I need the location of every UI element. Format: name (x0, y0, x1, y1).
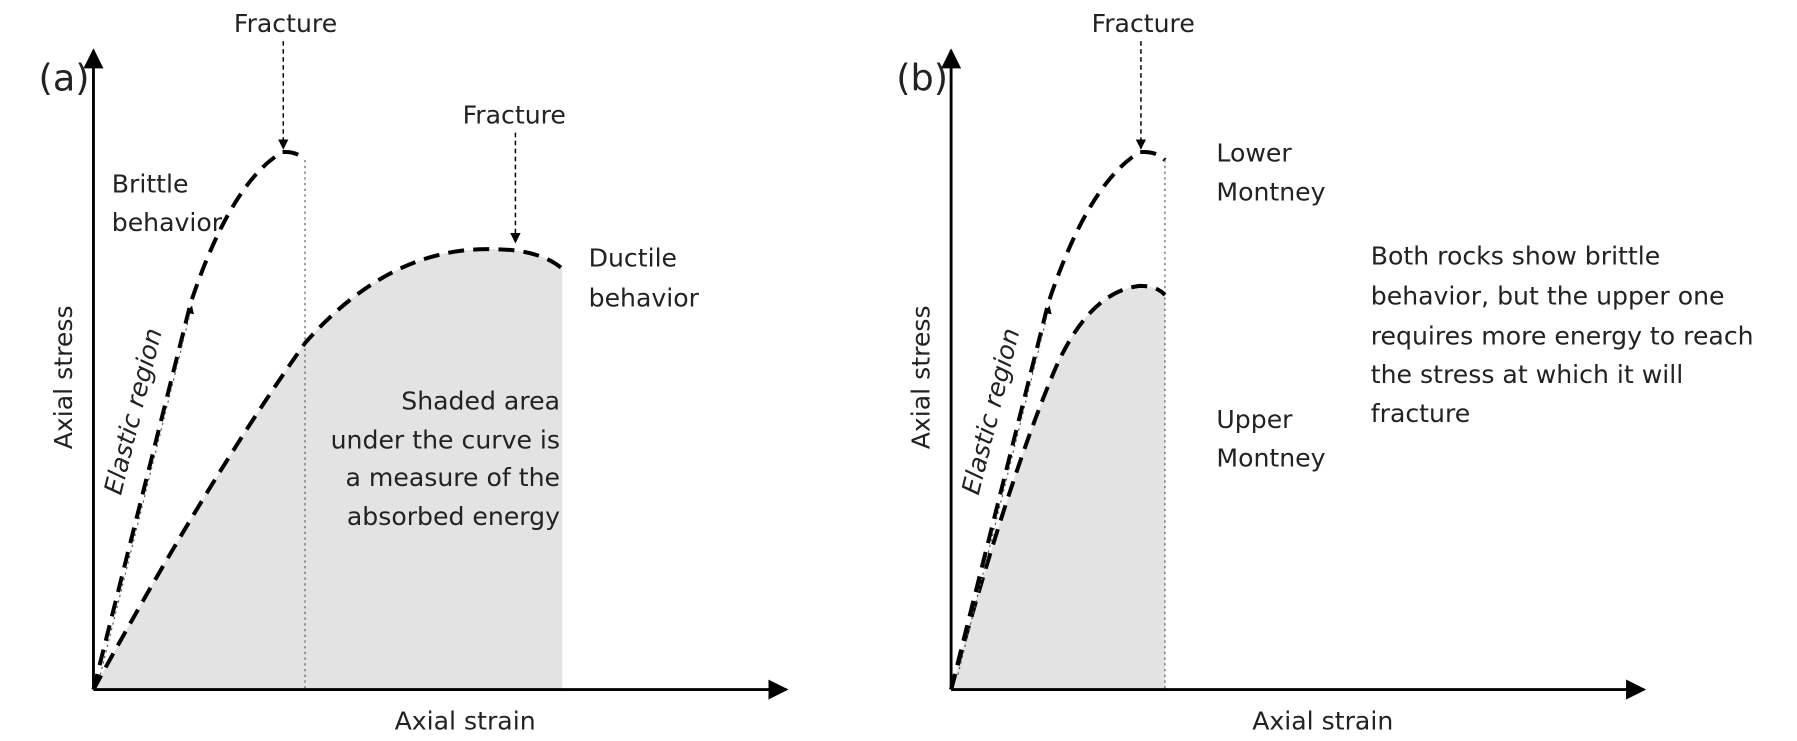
note: Both rocks show brittle (1371, 241, 1660, 270)
note: behavior, but the upper one (1371, 281, 1725, 310)
panel-a: (a) Fracture Fracture Brittle behavior D… (39, 9, 789, 736)
fracture-label: Fracture (1092, 9, 1195, 38)
label: Lower (1216, 138, 1292, 167)
fracture-label: Fracture (234, 9, 337, 38)
panel-label: (a) (39, 57, 90, 100)
elastic-arrow (99, 305, 194, 675)
label: behavior (589, 284, 700, 313)
shaded-area (951, 285, 1165, 690)
note: a measure of the (345, 463, 560, 492)
brittle-curve (91, 149, 307, 691)
panel-label: (b) (896, 57, 948, 100)
fracture-label: Fracture (463, 101, 566, 130)
elastic-label: Elastic region (99, 325, 168, 497)
label: Ductile (589, 244, 677, 273)
note: fracture (1371, 399, 1470, 428)
label: Montney (1216, 444, 1325, 473)
note: under the curve is (331, 425, 560, 454)
note: the stress at which it will (1371, 360, 1683, 389)
ductile-curve (91, 247, 564, 691)
note: absorbed energy (347, 502, 560, 531)
lower-curve (949, 149, 1167, 691)
panel-b: (b) Fracture Lower Montney Upper Montney… (896, 9, 1753, 736)
label: Brittle (112, 169, 189, 198)
label: behavior (112, 208, 223, 237)
note: Shaded area (401, 387, 560, 416)
label: Montney (1216, 177, 1325, 206)
y-axis-title: Axial stress (907, 305, 936, 449)
shaded-area (93, 249, 563, 690)
elastic-arrow (957, 305, 1052, 675)
x-axis-title: Axial strain (395, 707, 536, 736)
note: requires more energy to reach (1371, 321, 1754, 350)
x-axis-title: Axial strain (1252, 707, 1393, 736)
y-axis-title: Axial stress (49, 305, 78, 449)
upper-curve (949, 283, 1167, 691)
label: Upper (1216, 405, 1293, 434)
